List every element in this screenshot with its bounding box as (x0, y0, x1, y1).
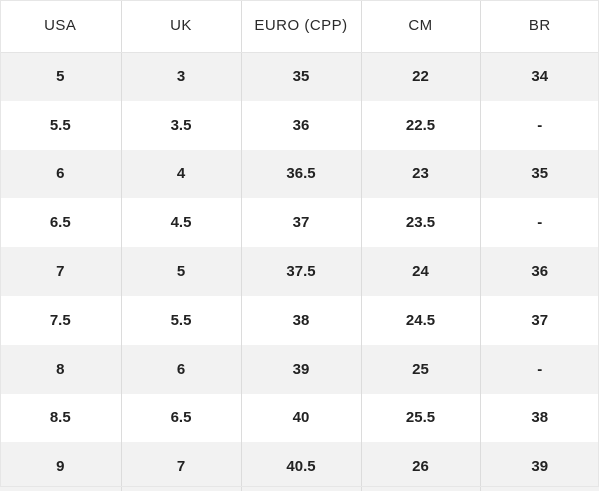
table-row: 5.5 3.5 36 22.5 - (0, 100, 599, 150)
cell-uk: 3 (121, 52, 242, 101)
table-body: 5 3 35 22 34 5.5 3.5 36 22.5 - 6 4 36.5 … (0, 52, 599, 491)
table-row: 8.5 6.5 40 25.5 38 (0, 393, 599, 443)
cell-usa: 5.5 (0, 100, 122, 150)
cell-euro: 35 (241, 52, 362, 101)
cell-br: - (480, 198, 599, 248)
cell-br: 36 (480, 247, 599, 296)
cell-br: 34 (480, 52, 599, 101)
table-row: 7 5 37.5 24 36 (0, 247, 599, 296)
cell-usa: 9 (0, 442, 122, 491)
cell-euro: 36 (241, 100, 362, 150)
header-euro: EURO (CPP) (241, 0, 362, 53)
cell-cm: 23 (361, 149, 481, 199)
table-row: 5 3 35 22 34 (0, 52, 599, 101)
cell-euro: 36.5 (241, 149, 362, 199)
table-row: 9 7 40.5 26 39 (0, 442, 599, 491)
header-usa: USA (0, 0, 122, 53)
cell-usa: 8 (0, 344, 122, 394)
cell-euro: 40 (241, 393, 362, 443)
cell-cm: 22 (361, 52, 481, 101)
cell-br: 35 (480, 149, 599, 199)
table-header: USA UK EURO (CPP) CM BR (0, 0, 599, 53)
table-row: 8 6 39 25 - (0, 344, 599, 394)
cell-usa: 6 (0, 149, 122, 199)
cell-uk: 5.5 (121, 295, 242, 345)
cell-uk: 4 (121, 149, 242, 199)
cell-usa: 7.5 (0, 295, 122, 345)
cell-cm: 26 (361, 442, 481, 491)
cell-usa: 8.5 (0, 393, 122, 443)
cell-cm: 22.5 (361, 100, 481, 150)
table-row: 6.5 4.5 37 23.5 - (0, 198, 599, 248)
cell-euro: 38 (241, 295, 362, 345)
cell-cm: 24.5 (361, 295, 481, 345)
header-uk: UK (121, 0, 242, 53)
cell-cm: 25 (361, 344, 481, 394)
cell-br: 39 (480, 442, 599, 491)
cell-uk: 5 (121, 247, 242, 296)
cell-euro: 39 (241, 344, 362, 394)
table-row: 6 4 36.5 23 35 (0, 149, 599, 199)
cell-usa: 5 (0, 52, 122, 101)
cell-usa: 6.5 (0, 198, 122, 248)
cell-uk: 3.5 (121, 100, 242, 150)
cell-br: 38 (480, 393, 599, 443)
cell-usa: 7 (0, 247, 122, 296)
cell-euro: 37 (241, 198, 362, 248)
cell-uk: 7 (121, 442, 242, 491)
cell-cm: 23.5 (361, 198, 481, 248)
cell-br: - (480, 100, 599, 150)
cell-uk: 6 (121, 344, 242, 394)
cell-euro: 40.5 (241, 442, 362, 491)
cell-br: - (480, 344, 599, 394)
cell-cm: 24 (361, 247, 481, 296)
header-br: BR (480, 0, 599, 53)
cell-br: 37 (480, 295, 599, 345)
header-row: USA UK EURO (CPP) CM BR (0, 0, 599, 53)
cell-uk: 6.5 (121, 393, 242, 443)
cell-uk: 4.5 (121, 198, 242, 248)
header-cm: CM (361, 0, 481, 53)
cell-euro: 37.5 (241, 247, 362, 296)
cell-cm: 25.5 (361, 393, 481, 443)
table-row: 7.5 5.5 38 24.5 37 (0, 295, 599, 345)
